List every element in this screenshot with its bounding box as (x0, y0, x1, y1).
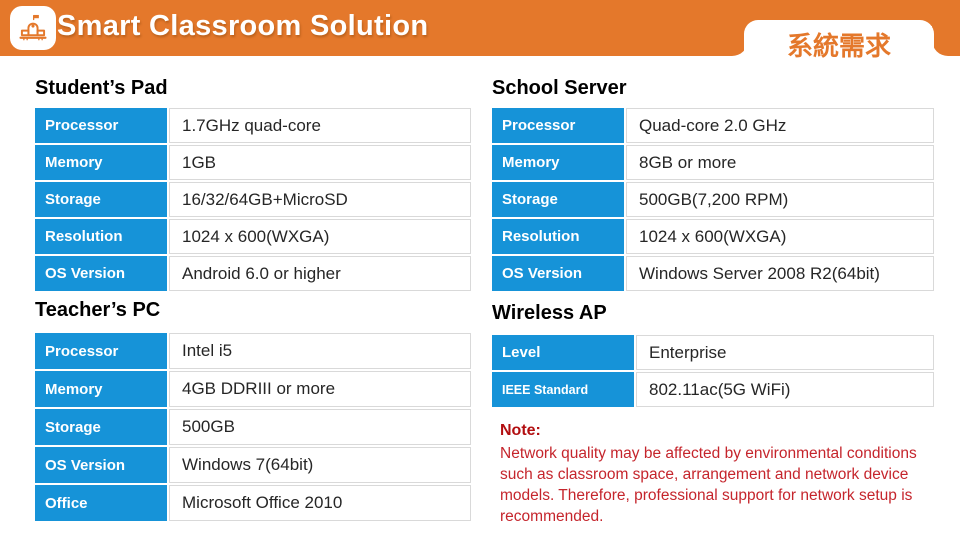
spec-value-cell: Enterprise (636, 335, 934, 370)
spec-table: Processor Quad-core 2.0 GHz Memory 8GB or m… (492, 108, 934, 291)
header-bar-right (932, 0, 960, 56)
spec-value-cell: Quad-core 2.0 GHz (626, 108, 934, 143)
spec-table: Processor 1.7GHz quad-core Memory 1GB Storag… (35, 108, 471, 291)
spec-value-cell: 1GB (169, 145, 471, 180)
spec-label-cell: Memory (492, 145, 624, 180)
section-school-server: School Server Processor Quad-core 2.0 GHz… (492, 76, 934, 291)
spec-value-cell: 16/32/64GB+MicroSD (169, 182, 471, 217)
spec-value-cell: 4GB DDRIII or more (169, 371, 471, 407)
spec-table: Processor Intel i5 Memory 4GB DDRIII or mor… (35, 333, 471, 521)
spec-value-cell: 500GB (169, 409, 471, 445)
note-title: Note: (500, 422, 541, 439)
section-students-pad: Student’s Pad Processor 1.7GHz quad-core M… (35, 76, 471, 291)
spec-label-cell: Storage (35, 409, 167, 445)
school-building-icon (10, 6, 56, 50)
spec-value-cell: 1.7GHz quad-core (169, 108, 471, 143)
spec-label-cell: Memory (35, 145, 167, 180)
spec-label-cell: OS Version (492, 256, 624, 291)
spec-value-cell: Intel i5 (169, 333, 471, 369)
spec-label-cell: Processor (492, 108, 624, 143)
spec-table: Level Enterprise IEEE Standard 802.11ac(5G … (492, 335, 934, 407)
page-title: Smart Classroom Solution (57, 10, 429, 42)
spec-value-cell: Android 6.0 or higher (169, 256, 471, 291)
section-teachers-pc: Teacher’s PC Processor Intel i5 Memory 4GB … (35, 298, 471, 521)
system-requirements-label: 系統需求 (786, 30, 891, 61)
spec-value-cell: 500GB(7,200 RPM) (626, 182, 934, 217)
spec-value-cell: 802.11ac(5G WiFi) (636, 372, 934, 407)
spec-label-cell: OS Version (35, 447, 167, 483)
spec-value-cell: Windows Server 2008 R2(64bit) (626, 256, 934, 291)
spec-value-cell: 8GB or more (626, 145, 934, 180)
spec-label-cell: Processor (35, 108, 167, 143)
spec-label-cell: Level (492, 335, 634, 370)
system-requirements-tab: 系統需求 (744, 20, 934, 66)
section-title: School Server (492, 77, 627, 99)
spec-value-cell: 1024 x 600(WXGA) (626, 219, 934, 254)
spec-value-cell: Windows 7(64bit) (169, 447, 471, 483)
spec-label-cell: Resolution (492, 219, 624, 254)
spec-label-cell: OS Version (35, 256, 167, 291)
header-bar: Smart Classroom Solution (0, 0, 748, 56)
spec-value-cell: Microsoft Office 2010 (169, 485, 471, 521)
spec-value-cell: 1024 x 600(WXGA) (169, 219, 471, 254)
section-wireless-ap: Wireless AP Level Enterprise IEEE Standard… (492, 301, 934, 407)
spec-label-cell: IEEE Standard (492, 372, 634, 407)
section-title: Wireless AP (492, 302, 607, 324)
note-body: Network quality may be affected by envir… (500, 445, 917, 525)
spec-label-cell: Office (35, 485, 167, 521)
spec-label-cell: Resolution (35, 219, 167, 254)
spec-label-cell: Storage (35, 182, 167, 217)
spec-label-cell: Memory (35, 371, 167, 407)
section-title: Teacher’s PC (35, 299, 161, 321)
section-title: Student’s Pad (35, 77, 168, 99)
spec-label-cell: Processor (35, 333, 167, 369)
spec-label-cell: Storage (492, 182, 624, 217)
note-block: Note: Network quality may be affected by… (500, 422, 934, 527)
